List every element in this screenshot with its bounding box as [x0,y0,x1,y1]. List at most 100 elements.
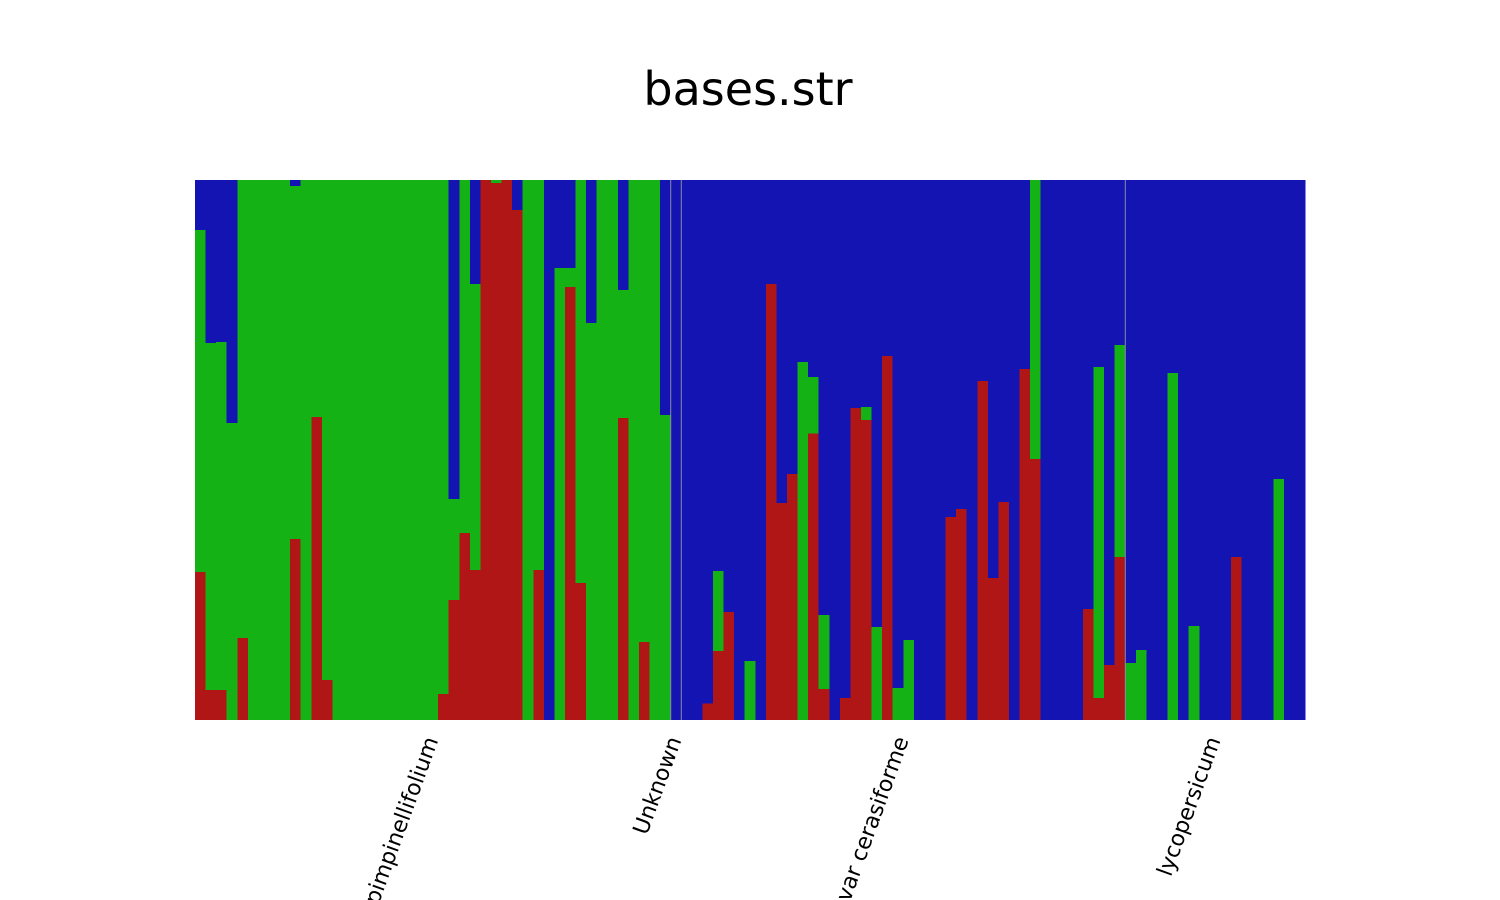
bar-segment [935,180,946,720]
bar-segment [374,180,386,720]
bar-segment [818,180,830,616]
group-label: Unknown [629,734,687,839]
bar-segment [987,577,999,720]
bar-segment [861,180,872,407]
bar-segment [1262,180,1274,720]
bar-segment [1146,180,1158,720]
bar-segment [438,694,450,720]
bar-segment [966,180,978,720]
bar-segment [1231,556,1242,720]
bar-segment [290,185,302,540]
bar-segment [205,180,217,344]
bar-segment [702,703,714,720]
bar-segment [1188,626,1200,720]
bar-segment [522,180,534,720]
bar-segment [639,180,650,643]
bar-segment [818,615,830,690]
bar-segment [554,268,566,720]
bar-segment [1030,180,1042,460]
bar-segment [1114,345,1126,557]
bar-segment [1104,180,1116,665]
bar-segment [321,680,333,720]
bar-segment [839,180,851,698]
bar-segment [1030,459,1042,720]
bar-segment [1241,180,1253,720]
bar-segment [1199,180,1211,720]
bar-segment [205,689,217,720]
bar-segment [1167,372,1179,720]
bar-segment [871,180,883,628]
bar-segment [491,180,502,184]
bar-segment [269,180,280,720]
bar-segment [850,180,862,408]
bar-segment [903,640,915,720]
bar-segment [797,361,809,720]
bar-segment [311,417,323,720]
bar-segment [839,697,851,720]
bar-segment [681,180,693,720]
bar-segment [660,180,672,415]
bar-segment [438,180,450,695]
bar-segment [660,414,672,720]
bar-segment [554,180,566,269]
bar-segment [829,180,841,720]
bar-segment [1273,479,1285,720]
bar-segment [1125,662,1137,720]
bar-segment [311,180,323,418]
bar-segment [226,180,238,423]
bar-segment [734,180,746,720]
bar-segment [670,180,682,720]
bar-segment [765,180,777,285]
bar-segment [300,180,312,720]
bar-segment [353,180,365,720]
bar-segment [1252,180,1264,720]
bar-segment [850,407,862,720]
bar-segment [205,343,217,690]
bar-segment [565,286,576,720]
bar-segment [385,180,397,720]
bar-segment [565,180,576,269]
bar-segment [247,180,259,720]
bar-segment [459,180,471,534]
bar-segment [755,180,767,720]
bar-segment [882,180,894,357]
bar-segment [913,180,925,720]
bar-segment [427,180,439,720]
bar-segment [1231,180,1242,557]
bar-segment [744,661,756,720]
bar-segment [1019,180,1031,369]
bar-segment [195,572,206,720]
bar-segment [1072,180,1084,720]
bar-segment [892,688,904,720]
bar-segment [586,180,598,324]
bar-segment [1061,180,1073,720]
bar-segment [195,180,206,231]
bar-segment [1167,180,1179,373]
bar-segment [1009,180,1020,720]
bar-segment [649,180,661,720]
bar-segment [1114,556,1126,720]
bar-segment [945,516,957,720]
bar-segment [1019,369,1031,720]
bar-segment [1040,180,1052,720]
group-label: lycopersicum [1153,734,1227,880]
bar-segment [808,377,820,434]
bar-segment [417,180,428,720]
bar-segment [596,180,608,720]
bar-segment [216,342,228,690]
bar-segment [691,180,703,720]
bar-segment [480,180,492,720]
bar-segment [364,180,376,720]
bar-segment [861,406,872,420]
bar-segment [448,600,460,720]
bar-segment [290,180,302,186]
bar-segment [871,627,883,720]
bar-segment [395,180,407,720]
bar-segment [237,180,249,638]
bar-segment [469,180,481,285]
bar-segment [956,180,968,509]
bar-segment [702,180,714,704]
bar-segment [924,180,936,720]
bar-segment [575,582,587,720]
